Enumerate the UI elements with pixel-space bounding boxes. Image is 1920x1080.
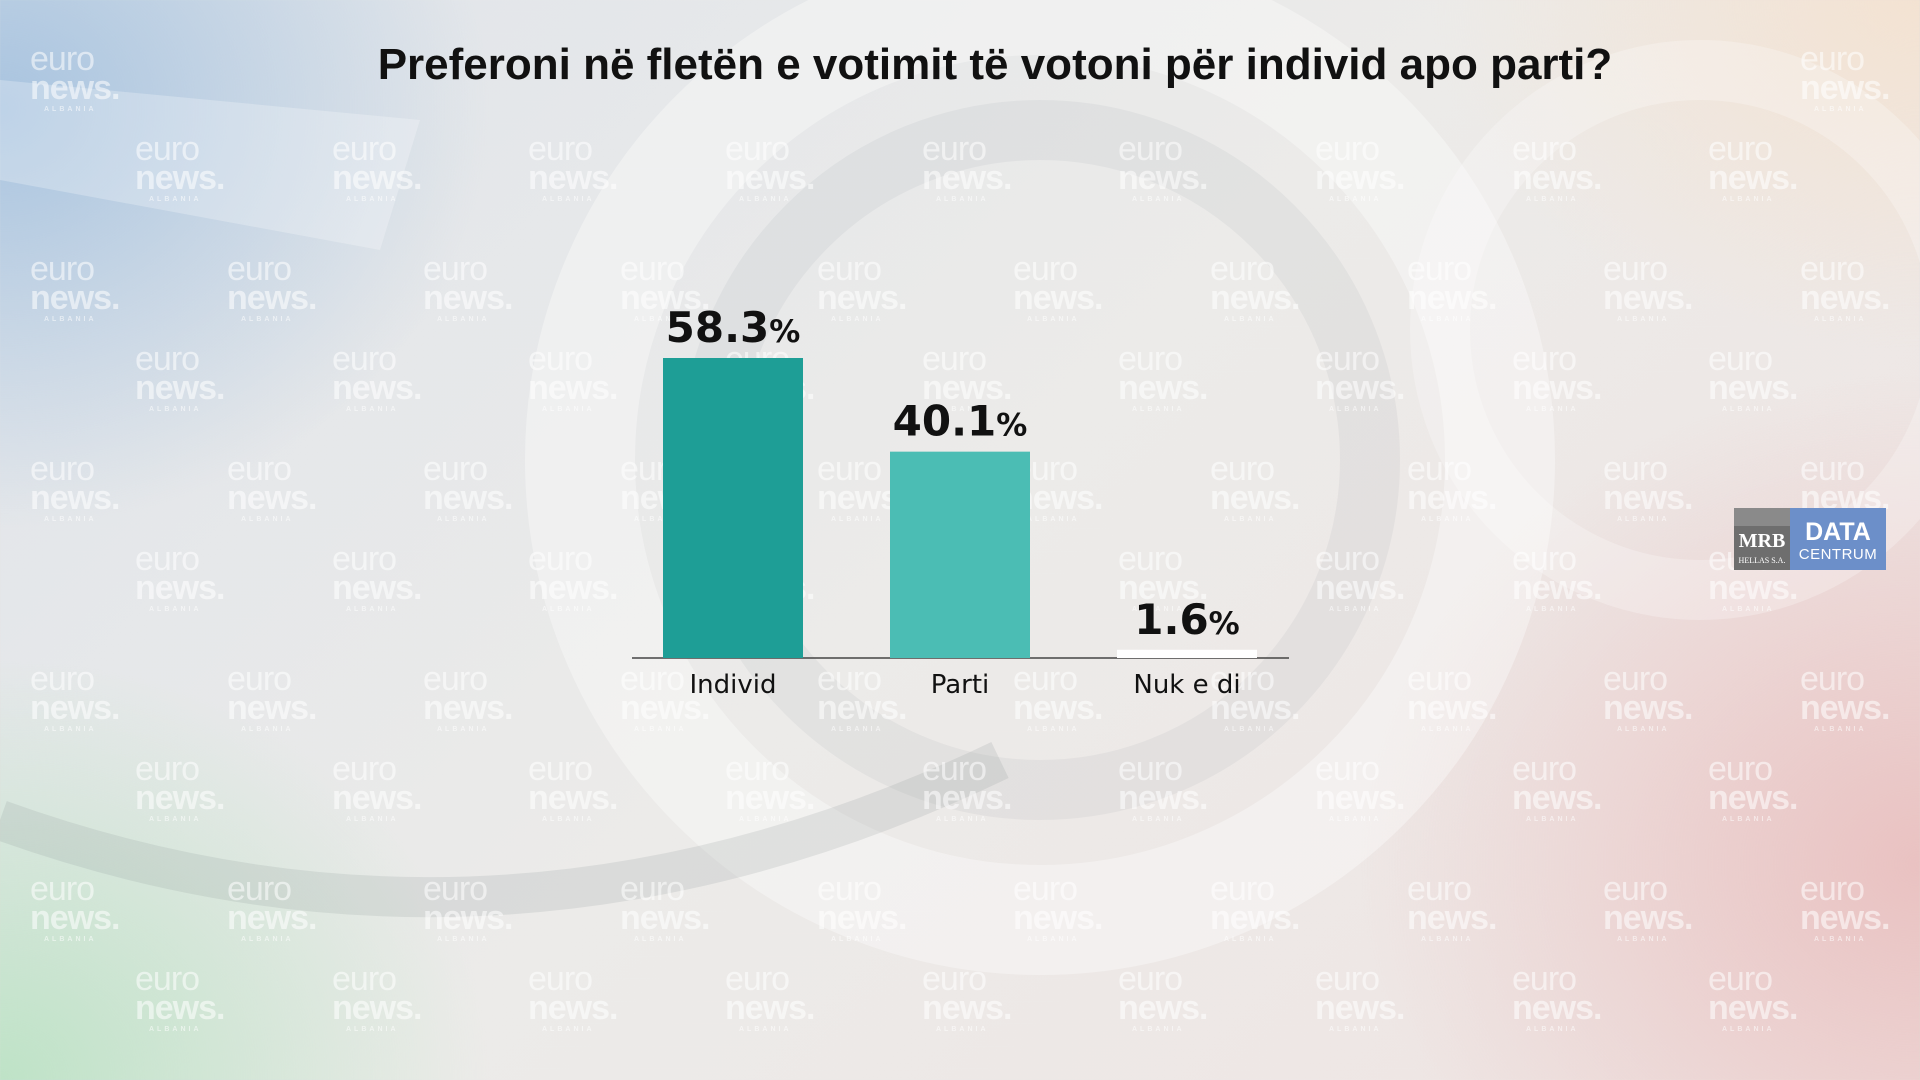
bar <box>663 358 803 658</box>
category-label: Nuk e di <box>1133 670 1240 700</box>
bar-value-label: 58.3% <box>666 303 801 352</box>
bar-value-label: 40.1% <box>893 397 1028 446</box>
data-centrum-logo-line2: CENTRUM <box>1798 546 1878 563</box>
mrb-data-centrum-logo: MRB HELLAS S.A. DATA CENTRUM <box>1734 508 1886 570</box>
category-label: Individ <box>690 670 777 700</box>
bar-value-label: 1.6% <box>1134 595 1239 644</box>
bar <box>1117 649 1257 658</box>
category-label: Parti <box>931 670 990 700</box>
mrb-logo: MRB HELLAS S.A. <box>1734 508 1790 570</box>
bar <box>890 451 1030 658</box>
mrb-logo-subtitle: HELLAS S.A. <box>1738 556 1786 565</box>
data-centrum-logo: DATA CENTRUM <box>1790 508 1886 570</box>
chart-title: Preferoni në fletën e votimit të votoni … <box>377 40 1613 89</box>
data-centrum-logo-line1: DATA <box>1805 518 1871 546</box>
mrb-logo-name: MRB <box>1738 530 1786 552</box>
